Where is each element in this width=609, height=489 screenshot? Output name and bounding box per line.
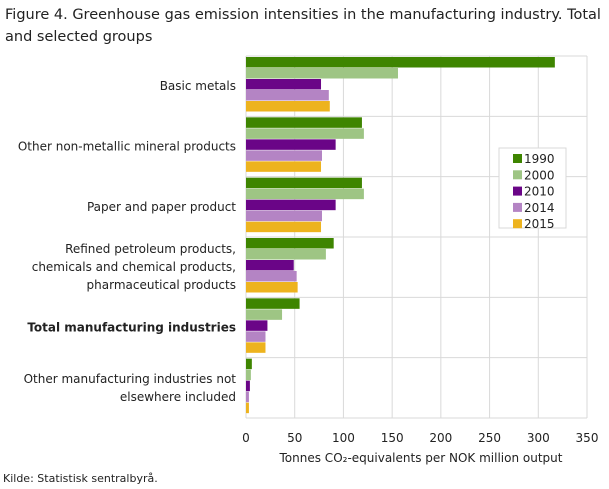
legend-box bbox=[498, 147, 567, 229]
category-label: Basic metals bbox=[160, 79, 236, 93]
bar-2000 bbox=[246, 369, 251, 381]
bar-2014 bbox=[246, 90, 329, 101]
x-tick-label: 100 bbox=[332, 431, 355, 445]
category-label: Other manufacturing industries not bbox=[24, 372, 237, 386]
x-tick-label: 150 bbox=[381, 431, 404, 445]
bar-2015 bbox=[246, 402, 249, 414]
bar-1990 bbox=[246, 298, 300, 309]
category-label: chemicals and chemical products, bbox=[32, 260, 236, 274]
bar-2000 bbox=[246, 309, 283, 320]
legend-swatch-2000 bbox=[513, 170, 522, 180]
category-label: Other non-metallic mineral products bbox=[18, 140, 236, 154]
bar-2015 bbox=[246, 282, 298, 293]
bar-2000 bbox=[246, 128, 364, 139]
bar-2010 bbox=[246, 139, 336, 150]
bar-2000 bbox=[246, 249, 326, 260]
x-tick-label: 350 bbox=[576, 431, 599, 445]
legend-label: 2015 bbox=[524, 217, 555, 231]
bar-2010 bbox=[246, 199, 336, 211]
legend-swatch-2015 bbox=[513, 219, 522, 229]
x-tick-label: 50 bbox=[287, 431, 302, 445]
legend-swatch-1990 bbox=[513, 154, 522, 163]
legend-label: 1990 bbox=[524, 152, 555, 166]
bar-2010 bbox=[246, 79, 322, 90]
bar-1990 bbox=[246, 117, 362, 128]
bar-2014 bbox=[246, 210, 322, 222]
bar-1990 bbox=[246, 358, 252, 370]
bar-1990 bbox=[246, 238, 334, 249]
x-tick-label: 0 bbox=[242, 431, 250, 445]
bar-2014 bbox=[246, 391, 249, 403]
legend-label: 2014 bbox=[524, 201, 555, 215]
legend-swatch-2010 bbox=[513, 186, 522, 196]
bar-2015 bbox=[246, 342, 266, 353]
legend-label: 2000 bbox=[524, 168, 555, 182]
bar-2014 bbox=[246, 331, 266, 342]
x-tick-label: 200 bbox=[429, 431, 452, 445]
category-label: elsewhere included bbox=[120, 390, 236, 404]
bar-2010 bbox=[246, 260, 294, 271]
bar-1990 bbox=[246, 177, 362, 189]
bar-2014 bbox=[246, 271, 297, 282]
x-axis-label: Tonnes CO₂-equivalents per NOK million o… bbox=[279, 451, 563, 465]
bar-2000 bbox=[246, 68, 398, 79]
bar-2010 bbox=[246, 320, 268, 331]
bar-2014 bbox=[246, 150, 322, 161]
legend-label: 2010 bbox=[524, 185, 555, 199]
x-tick-label: 250 bbox=[478, 431, 501, 445]
bar-2015 bbox=[246, 161, 322, 172]
category-label: Paper and paper product bbox=[87, 200, 236, 214]
bar-2010 bbox=[246, 380, 250, 392]
x-tick-label: 300 bbox=[527, 431, 550, 445]
legend-swatch-2014 bbox=[513, 202, 522, 212]
bar-2015 bbox=[246, 221, 322, 233]
bar-1990 bbox=[246, 57, 555, 68]
bar-2000 bbox=[246, 188, 364, 200]
bar-2015 bbox=[246, 101, 330, 112]
category-label: Total manufacturing industries bbox=[27, 321, 236, 335]
category-label: Refined petroleum products, bbox=[65, 242, 236, 256]
category-label: pharmaceutical products bbox=[87, 278, 236, 292]
source-note: Kilde: Statistisk sentralbyrå. bbox=[3, 472, 158, 485]
chart-title: Figure 4. Greenhouse gas emission intens… bbox=[5, 7, 601, 45]
